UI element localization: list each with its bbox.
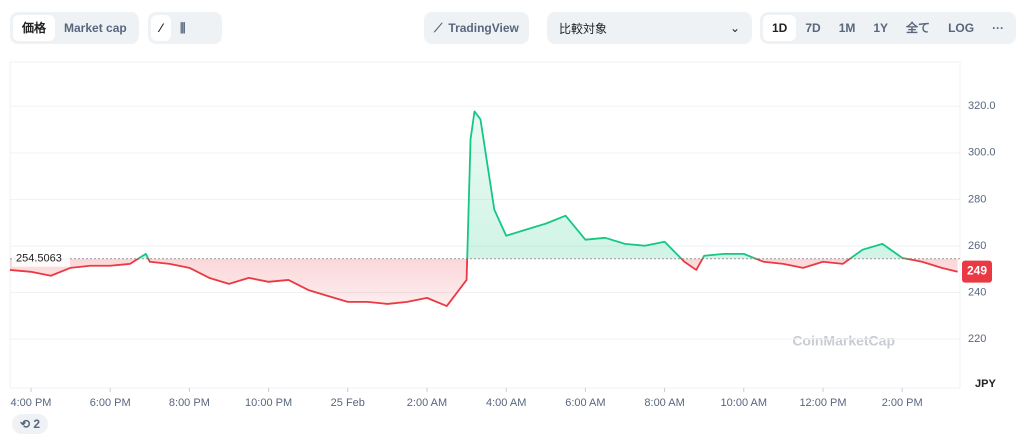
plot-frame bbox=[9, 61, 961, 389]
range[interactable]: 1D bbox=[763, 15, 797, 41]
y-tick-label: 300.0 bbox=[968, 147, 996, 159]
x-tick-label: 8:00 AM bbox=[644, 397, 684, 409]
candle-style[interactable]: ⫼ bbox=[180, 21, 186, 35]
y-tick-label: 320.0 bbox=[968, 100, 996, 112]
chart: CoinMarketCap JPY 220 240 260 280 300.0 320.0… bbox=[9, 61, 996, 409]
x-tick-label: 6:00 PM bbox=[90, 397, 131, 409]
range[interactable]: 7D bbox=[805, 21, 821, 35]
current-price-box bbox=[962, 260, 992, 283]
metric-tabs: 価格 Market cap bbox=[10, 12, 139, 44]
y-tick-label: 220 bbox=[968, 333, 986, 345]
y-tick-label: 260 bbox=[968, 240, 986, 252]
price-line bbox=[9, 110, 958, 307]
chart-style: ⁄ ⫼ bbox=[148, 12, 222, 44]
x-tick-label: 6:00 AM bbox=[565, 397, 605, 409]
x-tick-label: 2:00 PM bbox=[882, 397, 923, 409]
x-tick-label: 2:00 AM bbox=[407, 397, 447, 409]
baseline-label-bg bbox=[12, 250, 70, 267]
range[interactable]: 全て bbox=[906, 21, 931, 35]
compare-select[interactable]: 比較対象 ⌄ bbox=[547, 12, 752, 44]
x-tick-label: 10:00 AM bbox=[721, 397, 767, 409]
x-tick-label: 10:00 PM bbox=[245, 397, 292, 409]
history-badge[interactable]: ⟲ 2 bbox=[12, 414, 48, 434]
y-tick-label: 280 bbox=[968, 193, 986, 205]
badge-count: 2 bbox=[33, 417, 41, 431]
y-tick-label: 240 bbox=[968, 286, 986, 298]
range-tabs: 1D 7D 1M 1Y 全て LOG ··· bbox=[760, 12, 1017, 44]
log[interactable]: LOG bbox=[948, 21, 975, 35]
y-unit: JPY bbox=[975, 378, 996, 390]
x-tick-label: 8:00 PM bbox=[169, 397, 210, 409]
tab[interactable]: 価格 bbox=[13, 15, 56, 41]
watermark: CoinMarketCap bbox=[792, 333, 895, 349]
tab[interactable]: Market cap bbox=[64, 21, 127, 35]
more[interactable]: ··· bbox=[992, 21, 1005, 35]
range[interactable]: 1M bbox=[838, 21, 856, 35]
area-fill bbox=[10, 111, 958, 307]
baseline-label: 254.5063 bbox=[16, 253, 62, 265]
line-style[interactable]: ⁄ bbox=[151, 15, 172, 41]
x-tick-label: 4:00 PM bbox=[11, 397, 52, 409]
x-tick-label: 25 Feb bbox=[331, 397, 365, 409]
tradingview-btn[interactable]: ⟋ TradingView bbox=[424, 12, 529, 44]
label: TradingView bbox=[448, 21, 519, 35]
x-tick-label: 12:00 PM bbox=[799, 397, 846, 409]
range[interactable]: 1Y bbox=[873, 21, 889, 35]
label: 比較対象 bbox=[559, 21, 608, 36]
x-tick-label: 4:00 AM bbox=[486, 397, 526, 409]
current-price-label: 249 bbox=[967, 264, 987, 278]
